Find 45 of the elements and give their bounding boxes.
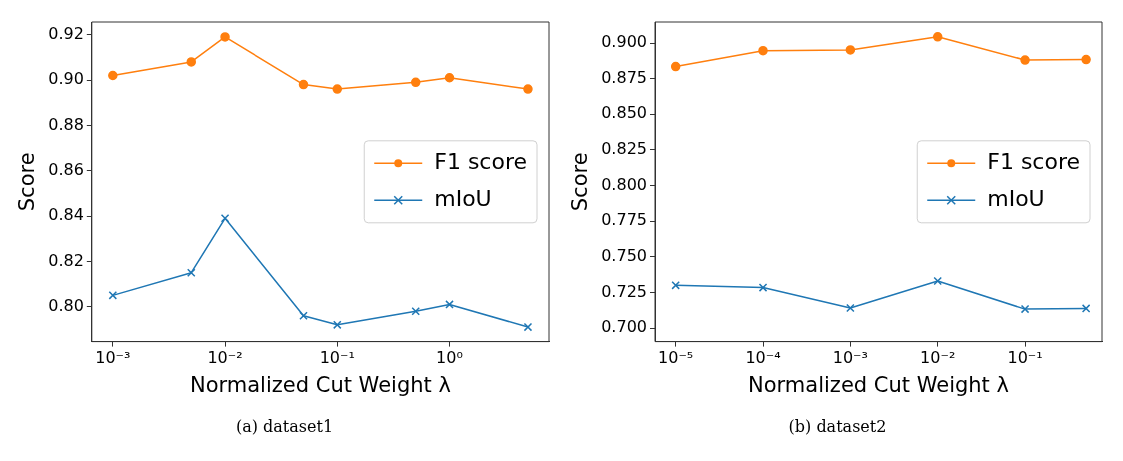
x-tick-label: 10⁻³ — [95, 348, 131, 368]
legend-label: mIoU — [987, 186, 1045, 212]
point — [932, 32, 943, 42]
y-tick-label: 0.900 — [601, 32, 647, 52]
point — [846, 303, 855, 313]
x-tick-label: 10⁻⁴ — [745, 348, 781, 368]
text: (a) dataset1 — [234, 417, 335, 436]
point — [1020, 55, 1030, 65]
y-tick-label: 0.725 — [601, 281, 647, 301]
y-axis-title: Score — [15, 152, 40, 212]
x-tick-label: 10⁻¹ — [1007, 348, 1043, 368]
y-tick-label: 0.800 — [601, 174, 647, 194]
x-tick-label: 10⁻¹ — [319, 348, 355, 368]
legend-label: F1 score — [987, 149, 1081, 175]
y-tick-label: 0.84 — [48, 205, 84, 225]
y-tick-label: 0.82 — [48, 250, 84, 270]
point — [671, 281, 680, 290]
y-tick-label: 0.875 — [601, 67, 647, 87]
x-tick-label: 10⁻² — [207, 348, 243, 368]
point — [758, 283, 768, 292]
y-axis-title: Score — [568, 152, 593, 212]
legend-label: F1 score — [434, 149, 528, 175]
x-tick-label: 10⁻³ — [832, 348, 868, 368]
x-axis-title: Normalized Cut Weight λ — [748, 372, 1009, 397]
legend-label: mIoU — [434, 186, 492, 212]
point — [845, 45, 856, 55]
point — [758, 45, 768, 56]
y-tick-label: 0.88 — [48, 114, 84, 134]
point — [1020, 304, 1030, 314]
text: (b) dataset2 — [787, 417, 888, 436]
point — [670, 61, 681, 72]
y-tick-label: 0.775 — [601, 210, 647, 230]
y-tick-label: 0.86 — [48, 159, 84, 179]
y-tick-label: 0.850 — [601, 103, 647, 123]
x-tick-label: 10⁻⁵ — [658, 348, 694, 368]
x-tick-label: 10⁰ — [436, 348, 463, 368]
y-tick-label: 0.80 — [48, 295, 84, 315]
point — [933, 276, 942, 286]
x-axis-title: Normalized Cut Weight λ — [189, 372, 451, 397]
x-tick-label: 10⁻² — [920, 348, 956, 368]
y-tick-label: 0.750 — [601, 245, 647, 265]
y-tick-label: 0.825 — [601, 139, 647, 159]
y-tick-label: 0.90 — [48, 69, 84, 89]
y-tick-label: 0.700 — [601, 317, 647, 337]
y-tick-label: 0.92 — [48, 23, 84, 43]
